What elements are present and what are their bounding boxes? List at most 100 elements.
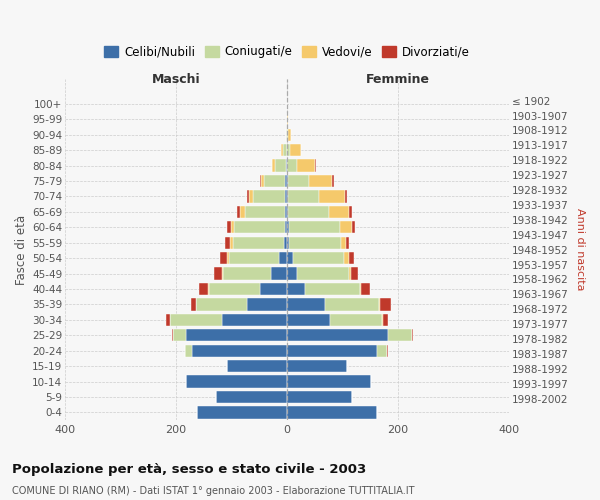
Bar: [287, 268, 297, 280]
Bar: [346, 236, 349, 249]
Bar: [309, 175, 332, 187]
Bar: [227, 360, 287, 372]
Bar: [172, 329, 173, 342]
Bar: [221, 268, 223, 280]
Bar: [349, 252, 354, 264]
Bar: [227, 221, 231, 234]
Bar: [332, 175, 334, 187]
Text: Popolazione per età, sesso e stato civile - 2003: Popolazione per età, sesso e stato civil…: [12, 462, 366, 475]
Bar: [349, 268, 352, 280]
Bar: [197, 406, 287, 418]
Bar: [286, 128, 287, 141]
Bar: [287, 144, 290, 156]
Bar: [344, 190, 347, 202]
Bar: [329, 206, 349, 218]
Bar: [191, 298, 196, 310]
Bar: [382, 314, 383, 326]
Bar: [287, 128, 288, 141]
Bar: [287, 283, 305, 295]
Bar: [319, 190, 344, 202]
Bar: [287, 236, 289, 249]
Bar: [330, 314, 382, 326]
Bar: [234, 221, 285, 234]
Bar: [284, 236, 287, 249]
Bar: [412, 329, 413, 342]
Bar: [286, 190, 287, 202]
Bar: [185, 329, 287, 342]
Bar: [287, 376, 371, 388]
Bar: [214, 268, 221, 280]
Bar: [186, 376, 287, 388]
Bar: [287, 206, 288, 218]
Bar: [344, 252, 349, 264]
Bar: [249, 190, 253, 202]
Bar: [185, 344, 191, 357]
Bar: [287, 360, 347, 372]
Bar: [260, 283, 287, 295]
Bar: [340, 221, 352, 234]
Bar: [287, 314, 330, 326]
Bar: [287, 252, 293, 264]
Bar: [287, 344, 377, 357]
Bar: [247, 190, 249, 202]
Bar: [281, 144, 283, 156]
Text: COMUNE DI RIANO (RM) - Dati ISTAT 1° gennaio 2003 - Elaborazione TUTTITALIA.IT: COMUNE DI RIANO (RM) - Dati ISTAT 1° gen…: [12, 486, 415, 496]
Bar: [379, 298, 380, 310]
Bar: [237, 206, 240, 218]
Bar: [289, 236, 341, 249]
Text: Maschi: Maschi: [152, 73, 200, 86]
Bar: [286, 206, 287, 218]
Bar: [230, 236, 233, 249]
Bar: [199, 283, 208, 295]
Bar: [170, 314, 221, 326]
Bar: [352, 268, 358, 280]
Bar: [361, 283, 370, 295]
Legend: Celibi/Nubili, Coniugati/e, Vedovi/e, Divorziati/e: Celibi/Nubili, Coniugati/e, Vedovi/e, Di…: [99, 40, 475, 63]
Bar: [305, 283, 359, 295]
Bar: [359, 283, 361, 295]
Bar: [261, 175, 264, 187]
Bar: [271, 268, 287, 280]
Bar: [166, 314, 170, 326]
Bar: [240, 206, 245, 218]
Bar: [272, 160, 275, 172]
Bar: [288, 206, 329, 218]
Bar: [325, 298, 379, 310]
Bar: [221, 314, 287, 326]
Bar: [275, 160, 286, 172]
Bar: [349, 206, 352, 218]
Bar: [297, 268, 349, 280]
Bar: [223, 268, 271, 280]
Bar: [245, 206, 286, 218]
Bar: [286, 160, 287, 172]
Y-axis label: Fasce di età: Fasce di età: [15, 214, 28, 284]
Bar: [283, 144, 287, 156]
Bar: [380, 298, 391, 310]
Bar: [264, 175, 286, 187]
Bar: [196, 298, 247, 310]
Bar: [286, 175, 287, 187]
Bar: [352, 221, 355, 234]
Bar: [288, 175, 309, 187]
Bar: [231, 221, 234, 234]
Bar: [287, 298, 325, 310]
Bar: [388, 329, 412, 342]
Bar: [191, 344, 287, 357]
Bar: [377, 344, 388, 357]
Bar: [220, 252, 227, 264]
Bar: [287, 221, 289, 234]
Bar: [315, 160, 316, 172]
Bar: [173, 329, 185, 342]
Bar: [233, 236, 284, 249]
Bar: [227, 252, 229, 264]
Bar: [290, 144, 301, 156]
Bar: [287, 329, 388, 342]
Bar: [209, 283, 260, 295]
Bar: [288, 128, 291, 141]
Bar: [293, 252, 344, 264]
Bar: [225, 236, 230, 249]
Bar: [287, 406, 377, 418]
Y-axis label: Anni di nascita: Anni di nascita: [575, 208, 585, 291]
Bar: [247, 298, 287, 310]
Bar: [289, 221, 340, 234]
